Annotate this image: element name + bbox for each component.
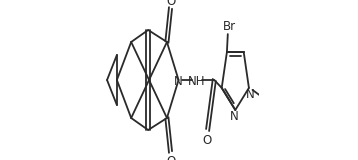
Text: O: O [167,0,176,8]
Text: N: N [246,88,254,101]
Text: O: O [202,134,211,147]
Text: O: O [167,155,176,160]
Text: N: N [174,75,183,88]
Text: N: N [230,110,239,123]
Text: NH: NH [188,75,205,88]
Text: Br: Br [223,20,236,33]
